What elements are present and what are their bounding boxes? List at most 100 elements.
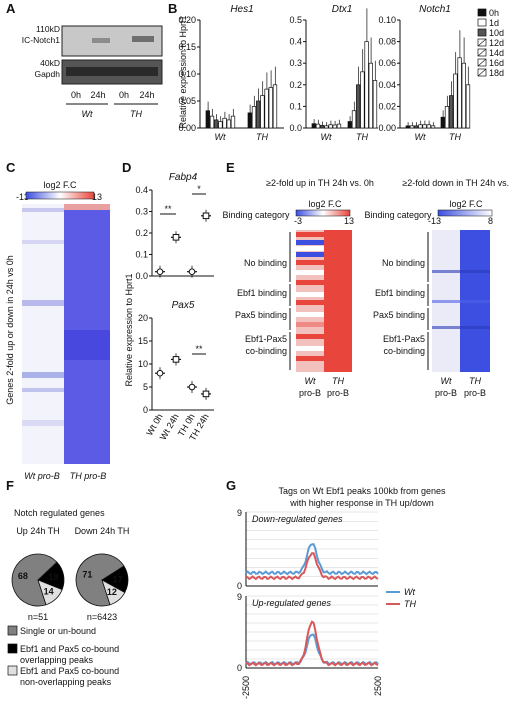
chart-g-legend-th: TH [404, 599, 416, 609]
chart-g-legend-wt: Wt [404, 587, 415, 597]
blot-group-wt: Wt [82, 109, 93, 119]
chart-f-slice-label-1-1: 17 [113, 575, 123, 585]
blot-band2-line2: Gapdh [34, 69, 60, 79]
chart-b-legend-hatch-6 [477, 68, 487, 77]
heatmap-e-col-0-0: Wt [305, 376, 316, 386]
heatmap-e-left-wt-stripe-3 [296, 252, 324, 257]
chart-b-ticklabel-0-0: 0.00 [178, 123, 196, 133]
chart-b-legend-label-6: 18d [489, 68, 504, 78]
chart-b-bar-2-TH-0 [440, 116, 445, 129]
chart-b-ticklabel-0-2: 0.10 [178, 69, 196, 79]
chart-b-bar-2-Wt-0 [405, 125, 410, 129]
chart-b-bar-0-TH-6 [272, 84, 278, 129]
chart-b-bar-0-TH-4 [264, 88, 269, 129]
chart-b-legend-hatch-5 [477, 58, 487, 67]
chart-b-bar-0-TH-1 [251, 106, 257, 129]
heatmap-e-left-scale-label: log2 F.C [308, 199, 342, 209]
panel-label-f: F [6, 478, 14, 493]
chart-b: Relative expression to Hprt1 Hes1 0.00 0.0… [178, 4, 504, 142]
chart-b-bar-2-Wt-3 [418, 124, 423, 129]
chart-d-point-1-3 [202, 390, 210, 398]
chart-b-bar-1-TH-5 [368, 62, 373, 129]
chart-b-legend-label-4: 14d [489, 48, 504, 58]
chart-b-title-0: Hes1 [230, 4, 253, 15]
chart-f-slice-label-1-0: 71 [82, 570, 92, 580]
heatmap-e-left-wt-stripe-8 [296, 300, 324, 305]
chart-d-ticklabel-0-0: 0.0 [135, 271, 148, 281]
heatmap-e-left-wt-stripe-4 [296, 260, 324, 265]
chart-b-ticklabel-2-5: 0.10 [378, 15, 396, 25]
heatmap-c-scale-bar [25, 191, 95, 200]
heatmap-e-col-0-1-b: pro-B [327, 388, 349, 398]
chart-d-ticklabel-1-4: 20 [138, 313, 148, 323]
chart-b-bar-1-Wt-4 [328, 124, 333, 129]
heatmap-e-right-cat-0: No binding [382, 258, 425, 268]
chart-f-slice-0-2 [37, 579, 63, 606]
chart-b-ticklabel-2-0: 0.00 [378, 123, 396, 133]
blot-band1-lane4 [132, 36, 154, 42]
heatmap-e-right-scale-label: log2 F.C [449, 199, 483, 209]
chart-d-sig-0-0: ** [164, 204, 172, 214]
chart-g: Tags on Wt Ebf1 peaks 100kb from genes w… [237, 486, 446, 699]
chart-d-title-1: Pax5 [172, 300, 195, 311]
chart-f-slice-label-0-1: 18 [48, 572, 58, 582]
chart-f-legend-1a: Ebf1 and Pax5 co-bound [20, 644, 119, 654]
chart-b-bar-1-Wt-5 [332, 124, 337, 129]
chart-f-slice-label-0-0: 68 [18, 571, 28, 581]
chart-b-bar-2-Wt-1 [409, 125, 415, 129]
chart-f-legend-2a: Ebf1 and Pax5 co-bound [20, 666, 119, 676]
heatmap-c-scale-max: 13 [92, 192, 102, 202]
heatmap-e-right-min: -13 [428, 216, 441, 226]
chart-b-legend-label-1: 1d [489, 18, 499, 28]
heatmap-e-right-cat-1: Ebf1 binding [375, 288, 425, 298]
chart-b-bar-1-TH-3 [360, 71, 365, 129]
heatmap-e-left-wt-stripe-13 [296, 356, 324, 361]
blot-group-th: TH [130, 109, 142, 119]
chart-b-legend-label-5: 16d [489, 58, 504, 68]
chart-b-title-1: Dtx1 [332, 4, 353, 15]
chart-b-ticklabel-1-0: 0.0 [289, 123, 302, 133]
chart-d-sig-0-1: * [197, 184, 201, 194]
chart-b-legend-swatch-1 [477, 18, 487, 27]
chart-b-ticklabel-1-2: 0.2 [289, 80, 302, 90]
chart-b-ticklabel-1-3: 0.3 [289, 58, 302, 68]
heatmap-e-left-title: ≥2-fold up in TH 24h vs. 0h [266, 178, 374, 188]
heatmap-c-wt-band-1 [22, 240, 64, 244]
chart-d-ticklabel-1-3: 15 [138, 336, 148, 346]
chart-f-slice-1-2 [101, 579, 126, 606]
chart-g-ytick-min-0: 0 [237, 581, 242, 591]
chart-b-legend-label-2: 10d [489, 28, 504, 38]
heatmap-e-left-min: -3 [294, 216, 302, 226]
chart-b-bar-2-TH-1 [444, 106, 450, 129]
chart-b-bar-0-Wt-2 [214, 119, 219, 129]
panel-label-b: B [168, 1, 177, 16]
heatmap-e-binding-category-right: Binding category [364, 210, 432, 220]
chart-b-legend-hatch-4 [477, 48, 487, 57]
chart-f: Notch regulated genes Up 24h TH 68 18 14 n=5… [7, 508, 129, 687]
blot-lane-4: 24h [139, 90, 154, 100]
chart-d-ticklabel-0-3: 0.3 [135, 207, 148, 217]
heatmap-c-wt-band-0 [22, 208, 64, 212]
chart-d-ticklabel-0-2: 0.2 [135, 228, 148, 238]
chart-d: Relative expression to Hprt1 Fabp4 0.0 0.1… [124, 172, 214, 443]
panel-label-e: E [226, 160, 235, 175]
chart-g-line-0-Wt [245, 543, 379, 576]
chart-d-ticklabel-0-1: 0.1 [135, 250, 148, 260]
panel-label-c: C [6, 160, 16, 175]
heatmap-c-scale-label: log2 F.C [43, 180, 77, 190]
heatmap-e-left-cat-1: Ebf1 binding [237, 288, 287, 298]
chart-b-bar-2-Wt-5 [426, 124, 431, 129]
blot-lane-1: 0h [71, 90, 81, 100]
heatmap-e-left-wt-stripe-11 [296, 334, 324, 339]
panel-label-g: G [226, 478, 236, 493]
heatmap-e-col-1-0-b: pro-B [435, 388, 457, 398]
heatmap-e-left-max: 13 [344, 216, 354, 226]
chart-f-legend-swatch-2 [7, 665, 18, 676]
chart-f-legend-swatch-1 [7, 643, 18, 654]
chart-b-ticklabel-2-2: 0.04 [378, 80, 396, 90]
chart-b-bar-0-TH-0 [247, 112, 252, 129]
chart-b-bar-2-TH-2 [449, 95, 454, 129]
heatmap-c-col2: TH pro-B [70, 471, 107, 481]
chart-d-point-1-0 [156, 369, 164, 377]
chart-d-point-0-3 [202, 212, 210, 220]
